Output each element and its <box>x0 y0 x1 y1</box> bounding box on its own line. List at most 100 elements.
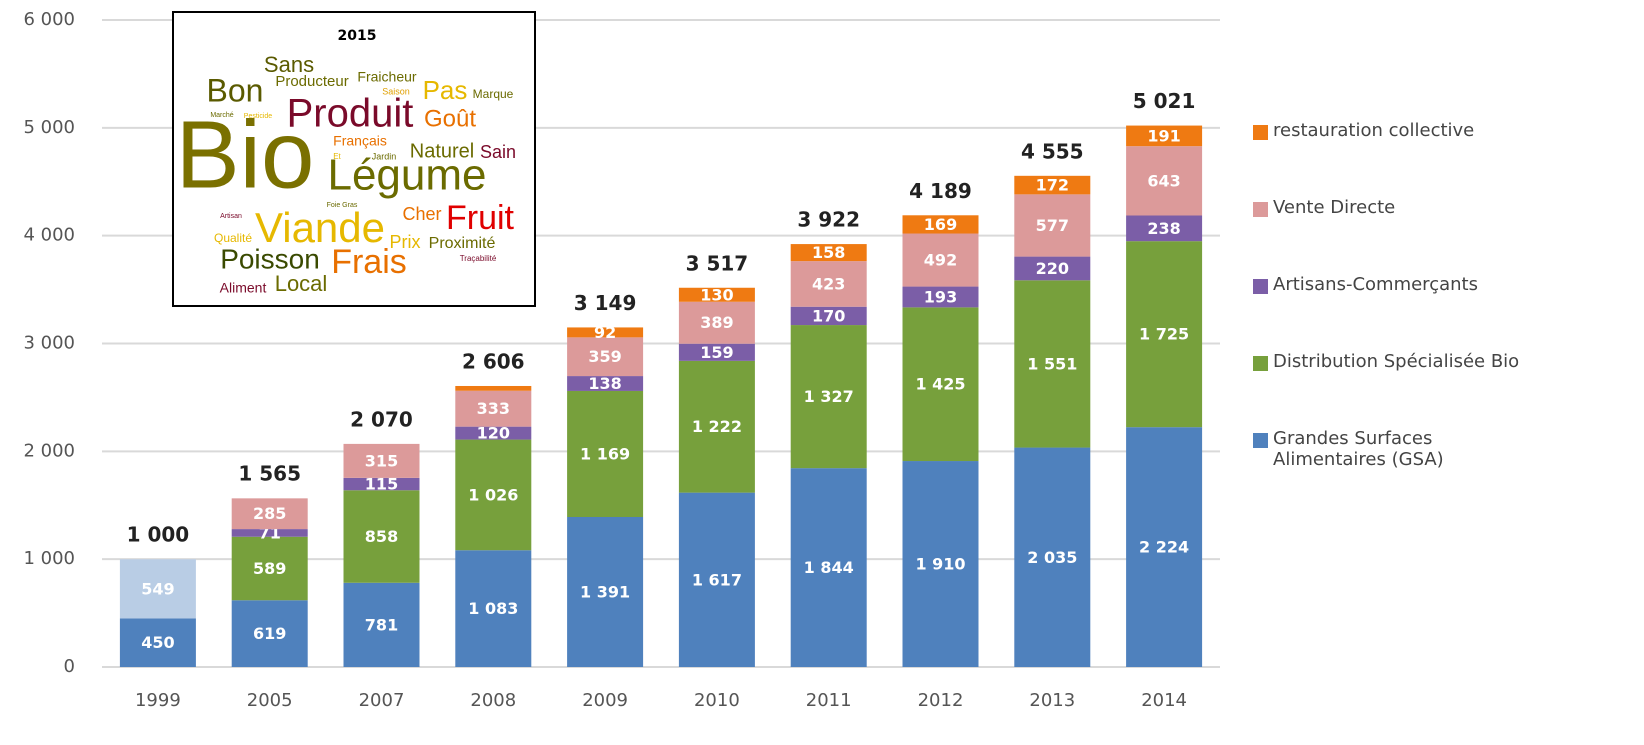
total-label: 1 000 <box>127 523 190 547</box>
segment-label: 643 <box>1147 171 1180 190</box>
word: Fraicheur <box>357 69 416 85</box>
bar-segment <box>343 477 420 491</box>
segment-label: 858 <box>365 527 398 546</box>
bar-segment <box>790 261 867 307</box>
plot: 0 1 000 2 000 3 000 4 000 5 000 6 000 1999 450 54… <box>23 9 1220 711</box>
y-tick-label: 0 <box>64 656 75 677</box>
bar-segment <box>1014 194 1091 257</box>
segment-label: 172 <box>1036 176 1069 195</box>
segment-label: 1 083 <box>468 599 518 618</box>
segment-label: 1 910 <box>915 555 965 574</box>
y-tick-label: 4 000 <box>23 225 75 246</box>
bar-segment <box>1126 215 1203 242</box>
bar-segment <box>119 618 196 667</box>
word: Qualité <box>214 231 252 245</box>
word: Producteur <box>275 73 348 90</box>
legend-label: Distribution Spécialisée Bio <box>1273 351 1520 372</box>
total-label: 3 922 <box>797 208 860 232</box>
y-tick-label: 6 000 <box>23 9 75 30</box>
word: Saison <box>382 86 410 96</box>
bar-segment <box>678 343 755 361</box>
segment-label: 315 <box>365 451 398 470</box>
bar-segment <box>1126 146 1203 216</box>
legend-label: Artisans-Commerçants <box>1273 274 1478 295</box>
bar-segment <box>902 286 979 308</box>
word: Aliment <box>220 280 267 296</box>
y-tick-label: 1 000 <box>23 548 75 569</box>
legend-item: Vente Directe <box>1253 197 1643 274</box>
segment-label: 1 222 <box>692 417 742 436</box>
word: Poisson <box>220 243 320 274</box>
legend-swatch <box>1253 125 1268 140</box>
word: Bio <box>176 101 315 208</box>
segment-label: 549 <box>141 579 174 598</box>
bar-segment <box>678 360 755 493</box>
x-tick-label: 2007 <box>359 690 405 711</box>
word: Cher <box>402 204 441 224</box>
bar-segment <box>119 559 196 619</box>
word: Naturel <box>410 140 474 162</box>
bar-segment <box>567 337 644 377</box>
legend-label: restauration collective <box>1273 120 1475 141</box>
bar-segment <box>567 376 644 391</box>
bar-segment <box>1014 175 1091 195</box>
total-label: 1 565 <box>238 462 301 486</box>
segment-label: 1 844 <box>804 558 854 577</box>
bar-segment <box>790 244 867 262</box>
bar-segment <box>1126 241 1203 428</box>
segment-label: 1 327 <box>804 387 854 406</box>
bar-segment <box>1014 447 1091 667</box>
x-tick-label: 2009 <box>582 690 628 711</box>
word: Prix <box>390 232 421 252</box>
word: Proximité <box>429 235 496 252</box>
segment-label: 220 <box>1036 259 1069 278</box>
bar-segment <box>343 443 420 478</box>
segment-label: 1 026 <box>468 485 518 504</box>
legend-label: Grandes Surfaces Alimentaires (GSA) <box>1273 428 1444 470</box>
bar-segment <box>231 536 308 601</box>
word: Fruit <box>446 199 515 237</box>
word: Produit <box>287 92 414 136</box>
y-tick-label: 2 000 <box>23 440 75 461</box>
word: Bon <box>207 72 264 108</box>
word: Goût <box>424 105 476 132</box>
legend-item: Distribution Spécialisée Bio <box>1253 351 1643 428</box>
word: Jardin <box>372 151 397 161</box>
segment-label: 1 169 <box>580 444 630 463</box>
segment-label: 577 <box>1036 216 1069 235</box>
segment-label: 1 551 <box>1027 354 1077 373</box>
bar-segment <box>455 550 532 667</box>
word: Artisan <box>220 213 242 220</box>
bar-segment <box>790 468 867 667</box>
segment-label: 389 <box>700 313 733 332</box>
legend-swatch <box>1253 279 1268 294</box>
word: Sans <box>264 52 314 77</box>
word: Frais <box>331 243 407 281</box>
total-label: 2 070 <box>350 407 413 431</box>
segment-label: 191 <box>1147 126 1180 145</box>
bar-segment <box>231 498 308 530</box>
bar-segment <box>678 287 755 302</box>
legend-item: Artisans-Commerçants <box>1253 274 1643 351</box>
segment-label: 120 <box>477 424 510 443</box>
bar-segment <box>1014 280 1091 448</box>
bar-segment <box>790 325 867 469</box>
segment-label: 619 <box>253 624 286 643</box>
x-tick-label: 2012 <box>918 690 964 711</box>
segment-label: 589 <box>253 559 286 578</box>
total-label: 2 606 <box>462 349 525 373</box>
word-cloud-frame <box>172 11 536 307</box>
legend-item: restauration collective <box>1253 120 1643 197</box>
bar-segment <box>343 582 420 667</box>
bar-segment <box>902 307 979 462</box>
bar-segment <box>455 390 532 427</box>
word-cloud-title: 2015 <box>338 28 377 44</box>
bar-segment <box>902 461 979 667</box>
segment-label: 193 <box>924 287 957 306</box>
segment-label: 138 <box>588 374 621 393</box>
total-label: 3 517 <box>686 251 749 275</box>
word: Légume <box>327 151 486 200</box>
word: Local <box>275 271 328 296</box>
segment-label: 1 725 <box>1139 325 1189 344</box>
